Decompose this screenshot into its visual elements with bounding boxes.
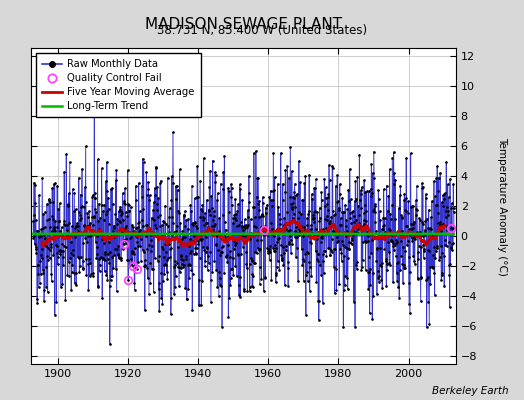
Text: 38.731 N, 85.400 W (United States): 38.731 N, 85.400 W (United States) [157, 24, 367, 37]
Title: MADISON SEWAGE PLANT: MADISON SEWAGE PLANT [145, 16, 342, 32]
Y-axis label: Temperature Anomaly (°C): Temperature Anomaly (°C) [497, 136, 507, 276]
Text: Berkeley Earth: Berkeley Earth [432, 386, 508, 396]
Legend: Raw Monthly Data, Quality Control Fail, Five Year Moving Average, Long-Term Tren: Raw Monthly Data, Quality Control Fail, … [37, 53, 201, 117]
